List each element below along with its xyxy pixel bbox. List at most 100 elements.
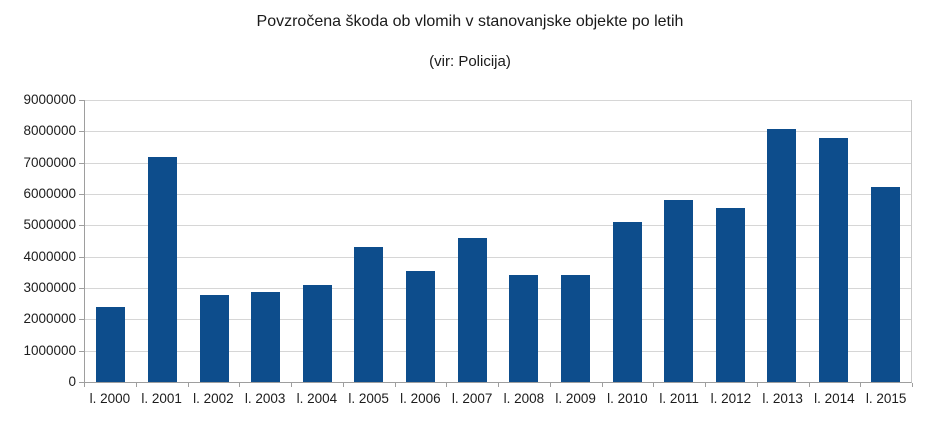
bar-2003 <box>251 292 281 382</box>
y-axis-tick-label: 3000000 <box>23 280 76 295</box>
chart-title: Povzročena škoda ob vlomih v stanovanjsk… <box>256 13 684 30</box>
x-axis-tick-label: l. 2006 <box>400 391 441 406</box>
gridline <box>85 163 911 164</box>
x-axis-tick-label: l. 2002 <box>193 391 234 406</box>
x-axis-tick <box>291 383 292 387</box>
x-axis-tick-label: l. 2003 <box>244 391 286 406</box>
x-axis-tick-label: l. 2015 <box>865 391 907 406</box>
gridline <box>85 351 911 352</box>
y-axis-tick <box>79 257 84 258</box>
x-axis-tick <box>550 383 551 387</box>
bar-2011 <box>664 200 694 382</box>
x-axis-tick <box>498 383 499 387</box>
y-axis-tick <box>79 225 84 226</box>
bar-2000 <box>96 307 126 382</box>
x-axis-tick-label: l. 2014 <box>814 391 855 406</box>
bar-2010 <box>612 222 642 382</box>
bar-cell <box>446 100 498 382</box>
x-axis-tick <box>602 383 603 387</box>
bar-cell <box>137 100 189 382</box>
x-axis-tick <box>84 383 85 387</box>
x-axis-tick-label: l. 2011 <box>659 391 699 406</box>
bar-cell <box>188 100 240 382</box>
gridline <box>85 194 911 195</box>
bar-cell <box>601 100 653 382</box>
x-axis-tick <box>860 383 861 387</box>
x-axis-tick-label: l. 2012 <box>710 391 752 406</box>
y-axis-tick-label: 9000000 <box>23 92 76 107</box>
x-axis-tick-label: l. 2013 <box>762 391 803 406</box>
x-axis-tick-label: l. 2001 <box>141 391 182 406</box>
bar-2013 <box>767 129 797 382</box>
y-axis-tick-label: 1000000 <box>23 343 76 358</box>
x-axis-tick-label: l. 2000 <box>89 391 131 406</box>
y-axis-tick-label: 0 <box>68 374 76 389</box>
bar-2015 <box>870 187 900 382</box>
bar-2002 <box>199 295 229 382</box>
x-axis-tick <box>912 383 913 387</box>
y-axis-tick <box>79 163 84 164</box>
bar-series <box>85 100 911 382</box>
x-axis-tick <box>757 383 758 387</box>
bar-2014 <box>819 138 849 382</box>
bar-2004 <box>302 285 332 382</box>
bar-2005 <box>354 247 384 382</box>
bar-2006 <box>406 271 436 382</box>
x-axis-tick-label: l. 2007 <box>451 391 493 406</box>
bar-cell <box>550 100 602 382</box>
x-axis-tick <box>705 383 706 387</box>
bar-cell <box>705 100 757 382</box>
bar-cell <box>343 100 395 382</box>
bar-cell <box>808 100 860 382</box>
y-axis-tick-label: 7000000 <box>23 155 76 170</box>
gridline <box>85 131 911 132</box>
bar-cell <box>653 100 705 382</box>
y-axis-tick <box>79 351 84 352</box>
x-axis-tick <box>809 383 810 387</box>
bar-2001 <box>147 157 177 382</box>
bar-2009 <box>560 275 590 382</box>
x-axis-tick-label: l. 2009 <box>555 391 596 406</box>
y-axis-tick <box>79 288 84 289</box>
bar-2012 <box>715 208 745 382</box>
y-axis-tick-label: 8000000 <box>23 123 76 138</box>
x-axis-tick <box>239 383 240 387</box>
x-axis-tick <box>395 383 396 387</box>
x-axis: l. 2000 l. 2001 l. 2002 l. 2003 l. 2004 l. 20… <box>84 391 912 407</box>
gridline <box>85 288 911 289</box>
y-axis-tick-label: 5000000 <box>23 217 76 232</box>
y-axis-tick-label: 6000000 <box>23 186 76 201</box>
y-axis-tick-label: 2000000 <box>23 311 76 326</box>
gridline <box>85 257 911 258</box>
bar-cell <box>498 100 550 382</box>
bar-cell <box>240 100 292 382</box>
x-axis-tick-label: l. 2008 <box>503 391 545 406</box>
chart-subtitle: (vir: Policija) <box>429 53 511 70</box>
bar-cell <box>395 100 447 382</box>
bar-cell <box>756 100 808 382</box>
x-axis-tick-label: l. 2010 <box>607 391 648 406</box>
y-axis-tick <box>79 194 84 195</box>
x-axis-tick <box>188 383 189 387</box>
y-axis-tick <box>79 382 84 383</box>
x-axis-tick <box>653 383 654 387</box>
bar-cell <box>292 100 344 382</box>
x-axis-tick-label: l. 2005 <box>348 391 389 406</box>
bar-cell <box>859 100 911 382</box>
gridline <box>85 225 911 226</box>
x-axis-tick <box>343 383 344 387</box>
x-axis-tick <box>136 383 137 387</box>
x-axis-tick <box>446 383 447 387</box>
bar-cell <box>85 100 137 382</box>
gridline <box>85 319 911 320</box>
y-axis-tick <box>79 319 84 320</box>
y-axis-tick <box>79 131 84 132</box>
y-axis-tick <box>79 100 84 101</box>
y-axis-tick-label: 4000000 <box>23 249 76 264</box>
gridline <box>85 100 911 101</box>
bar-2007 <box>457 238 487 382</box>
x-axis-tick-label: l. 2004 <box>296 391 338 406</box>
bar-2008 <box>509 275 539 382</box>
plot-area <box>84 100 912 383</box>
